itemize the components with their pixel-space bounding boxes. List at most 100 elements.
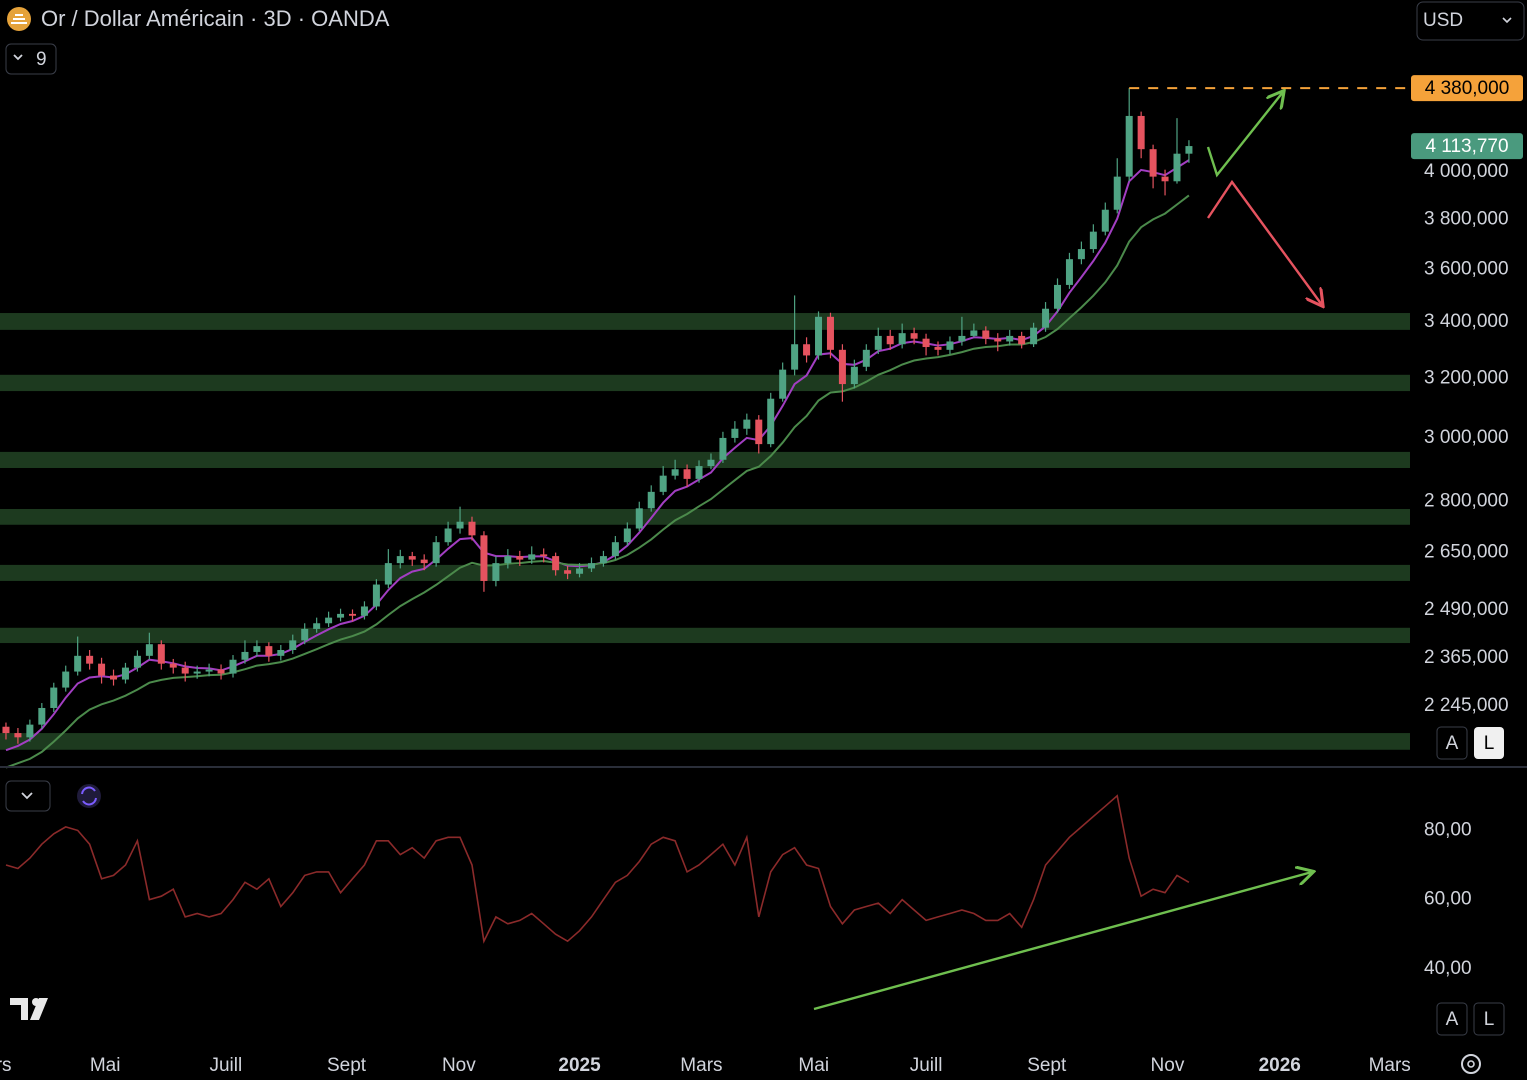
candle-body: [946, 341, 954, 350]
y-tick-label: 3 000,000: [1424, 427, 1509, 448]
candle-body: [110, 675, 118, 680]
candle-body: [695, 466, 703, 479]
candle-body: [181, 667, 189, 674]
support-zone: [0, 627, 1410, 644]
moving-averages: [5, 159, 1190, 769]
annotation-arrow-up: [1206, 92, 1283, 178]
candle-body: [1113, 176, 1121, 210]
refresh-icon[interactable]: [81, 786, 97, 806]
candle-body: [1125, 115, 1133, 177]
candle-body: [1089, 231, 1097, 250]
y-tick-label: 2 490,000: [1424, 599, 1509, 620]
x-tick-label: 2025: [558, 1055, 601, 1076]
currency-select[interactable]: [1416, 1, 1525, 41]
auto-scale-button[interactable]: [1436, 726, 1468, 760]
candle-body: [480, 535, 488, 581]
moving-average: [5, 194, 1190, 769]
candle-body: [265, 646, 273, 656]
y-tick-label: 3 200,000: [1424, 367, 1509, 388]
candle-body: [576, 568, 584, 574]
candle-body: [1173, 153, 1181, 182]
candle-body: [910, 333, 918, 339]
y-tick-label: 2 365,000: [1424, 647, 1509, 668]
indicator-tick-label: 40,00: [1424, 958, 1472, 979]
candle-body: [528, 554, 536, 560]
candle-body: [994, 338, 1002, 342]
candle-body: [552, 556, 560, 571]
log-scale-label[interactable]: L: [1484, 1009, 1495, 1030]
x-tick-label: Mars: [0, 1055, 12, 1076]
candle-body: [289, 640, 297, 650]
candle-body: [456, 521, 464, 529]
candle-body: [803, 344, 811, 356]
x-tick-label: Nov: [1151, 1055, 1185, 1076]
candle-body: [396, 556, 404, 564]
log-scale-button[interactable]: [1473, 1002, 1505, 1036]
logo-dot: [32, 998, 40, 1006]
candle-body: [313, 623, 321, 629]
settings-icon[interactable]: [1461, 1054, 1481, 1074]
auto-scale-label[interactable]: A: [1446, 1009, 1459, 1030]
support-zone: [0, 374, 1410, 392]
candle-body: [86, 655, 94, 664]
candle-body: [970, 330, 978, 336]
candle-body: [205, 669, 213, 672]
indicator-toggle[interactable]: [5, 43, 57, 75]
candle-body: [337, 613, 345, 618]
x-tick-label: Juill: [910, 1055, 943, 1076]
x-tick-label: Mars: [680, 1055, 722, 1076]
candle-body: [1185, 146, 1193, 154]
candle-body: [145, 644, 153, 656]
x-tick-label: Mai: [90, 1055, 121, 1076]
y-tick-label: 3 800,000: [1424, 208, 1509, 229]
support-zone: [0, 313, 1410, 330]
chart-title: Or / Dollar Américain · 3D · OANDA: [41, 6, 390, 31]
candle-body: [540, 554, 548, 557]
x-tick-label: Sept: [327, 1055, 367, 1076]
candle-body: [408, 556, 416, 560]
x-tick-label: Sept: [1027, 1055, 1067, 1076]
candle-body: [743, 419, 751, 429]
auto-scale-label[interactable]: A: [1446, 733, 1459, 754]
candle-body: [14, 733, 22, 738]
candle-body: [982, 330, 990, 339]
candle-body: [277, 649, 285, 656]
candle-body: [121, 667, 129, 680]
candle-body: [611, 542, 619, 557]
y-tick-label: 3 600,000: [1424, 258, 1509, 279]
candle-body: [755, 419, 763, 445]
candle-body: [1149, 149, 1157, 177]
candle-body: [74, 655, 82, 672]
indicator-count[interactable]: 9: [36, 49, 47, 70]
candle-body: [779, 369, 787, 399]
candle-body: [635, 508, 643, 529]
support-zone: [0, 451, 1410, 468]
candle-body: [850, 366, 858, 385]
candle-body: [958, 335, 966, 342]
chevron: [13, 54, 23, 61]
candle-body: [587, 563, 595, 569]
candle-body: [1161, 176, 1169, 182]
candle-body: [62, 671, 70, 688]
candle-body: [26, 724, 34, 738]
candle-body: [1077, 249, 1085, 260]
candle-body: [838, 349, 846, 385]
price-axis: 80,00 60,00 40,00 4 000,000 3 800,000 3 600,0…: [1129, 75, 1523, 979]
candle-body: [791, 344, 799, 370]
candle-body: [133, 655, 141, 668]
candle-body: [98, 663, 106, 676]
price-label-box: [1411, 75, 1523, 102]
log-scale-label[interactable]: L: [1484, 733, 1495, 754]
currency-label[interactable]: USD: [1423, 10, 1463, 31]
support-zone: [0, 508, 1410, 525]
candle-body: [360, 606, 368, 616]
auto-scale-button[interactable]: [1436, 1002, 1468, 1036]
y-tick-label: 2 650,000: [1424, 542, 1509, 563]
candle-body: [1065, 259, 1073, 285]
log-scale-button[interactable]: [1474, 727, 1504, 759]
x-tick-label: Mars: [1369, 1055, 1411, 1076]
candle-body: [349, 613, 356, 616]
rsi-line: [5, 794, 1190, 944]
